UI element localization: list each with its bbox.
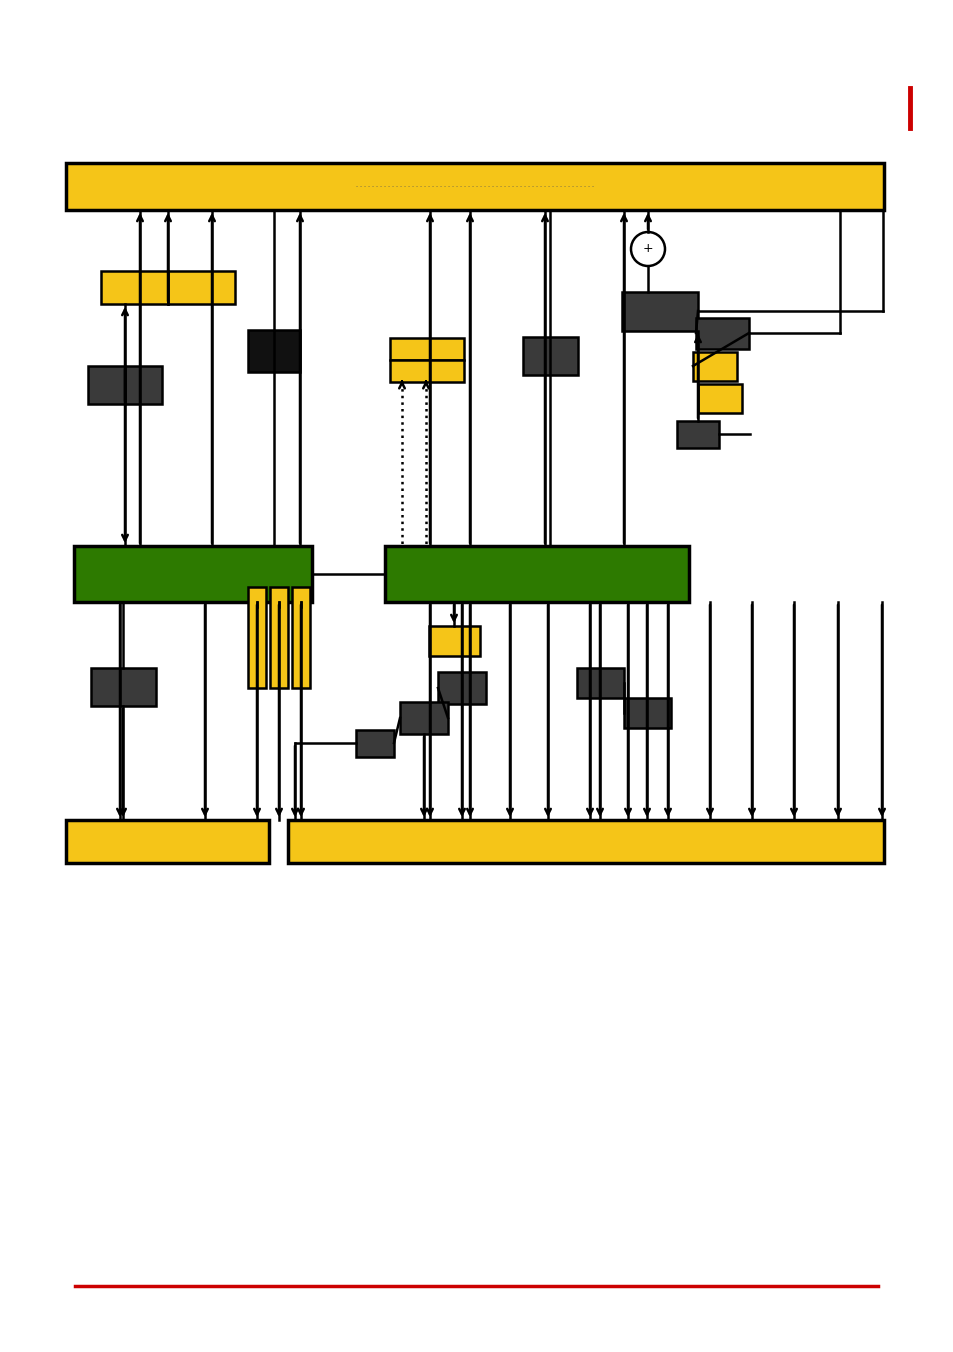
Bar bbox=[385, 546, 688, 602]
Bar bbox=[101, 270, 168, 304]
Bar bbox=[429, 626, 479, 656]
Bar bbox=[698, 384, 741, 412]
Bar bbox=[623, 698, 670, 727]
Bar bbox=[168, 270, 234, 304]
Bar bbox=[288, 821, 883, 863]
Bar bbox=[437, 672, 485, 704]
Bar bbox=[292, 587, 310, 688]
Bar bbox=[677, 420, 719, 448]
Bar bbox=[390, 338, 463, 360]
Text: - - - - - - - - - - - - - - - - - - - - - - - - - - - - - - - - - - - - - - - - : - - - - - - - - - - - - - - - - - - - - … bbox=[355, 184, 594, 188]
Text: +: + bbox=[642, 242, 653, 256]
Bar bbox=[621, 292, 698, 331]
Bar bbox=[355, 730, 394, 757]
Bar bbox=[248, 330, 299, 372]
Bar bbox=[399, 702, 448, 734]
Bar bbox=[696, 318, 748, 349]
Bar bbox=[74, 546, 312, 602]
Bar bbox=[91, 668, 156, 706]
Bar bbox=[248, 587, 266, 688]
Bar bbox=[577, 668, 623, 698]
Bar bbox=[66, 164, 883, 210]
Bar bbox=[522, 337, 578, 375]
Bar bbox=[66, 821, 269, 863]
Bar bbox=[270, 587, 288, 688]
Bar bbox=[88, 366, 162, 404]
Bar bbox=[390, 360, 463, 383]
Bar bbox=[692, 352, 737, 381]
